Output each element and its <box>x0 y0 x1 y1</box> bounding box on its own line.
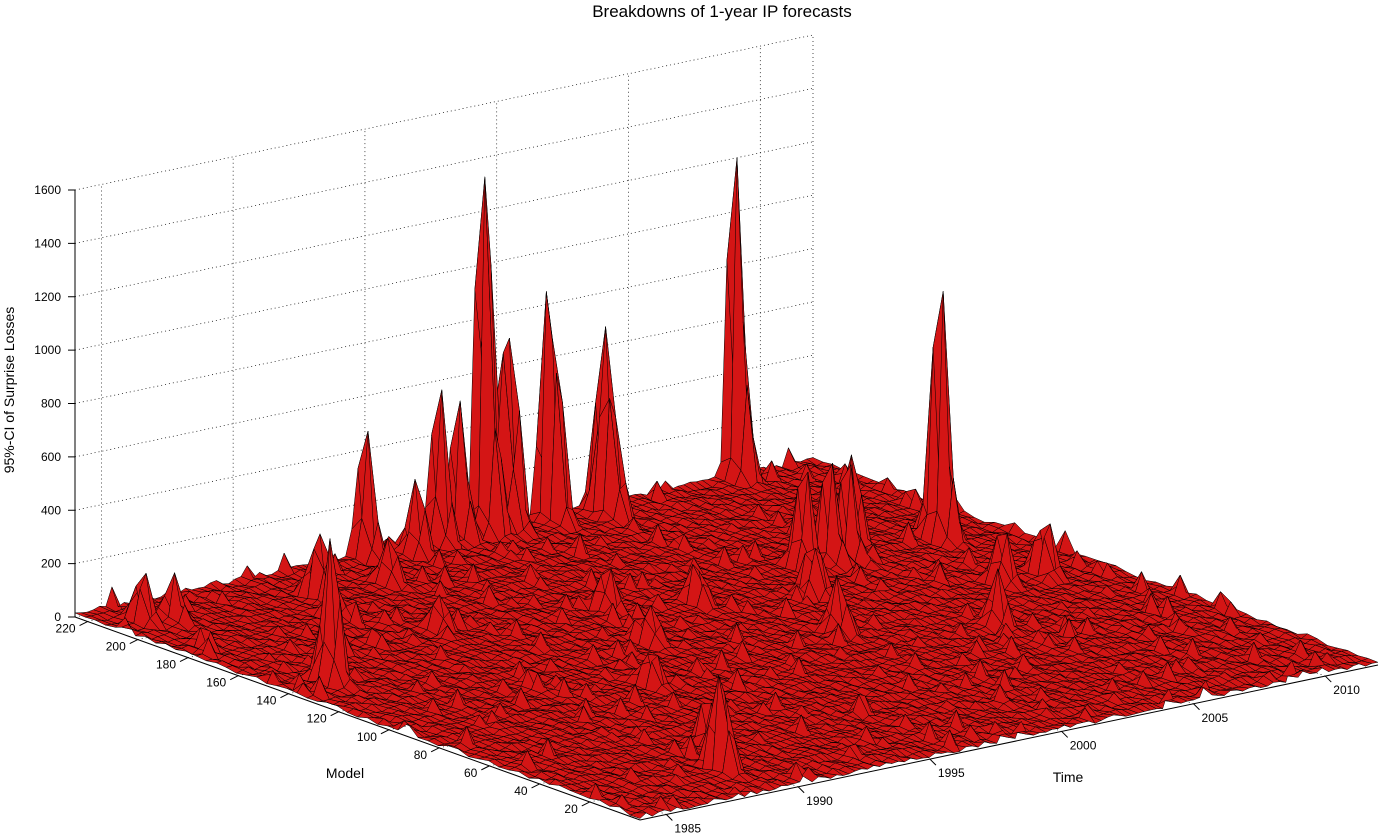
grid-line <box>74 408 814 564</box>
surface-patch <box>105 586 123 612</box>
grid-line <box>74 194 814 351</box>
grid-line <box>74 34 814 191</box>
grid-line <box>74 141 814 298</box>
grid-line <box>74 88 814 244</box>
grid-line <box>74 248 814 404</box>
chart-title: Breakdowns of 1-year IP forecasts <box>592 2 852 21</box>
grid-line <box>74 354 814 511</box>
grid-line <box>74 301 814 458</box>
surface-patch <box>1058 529 1076 556</box>
surface-mesh <box>74 157 1379 819</box>
